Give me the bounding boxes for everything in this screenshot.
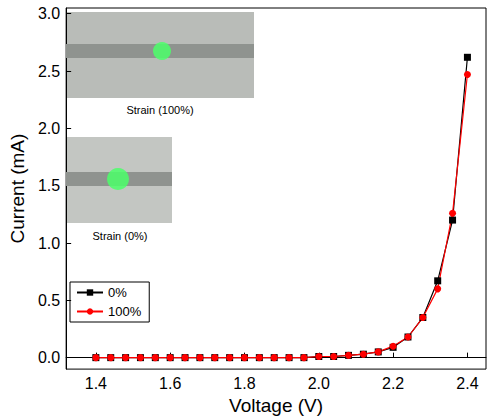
svg-text:1.8: 1.8 bbox=[233, 375, 255, 392]
svg-text:1.4: 1.4 bbox=[85, 375, 107, 392]
svg-text:0.5: 0.5 bbox=[38, 292, 60, 309]
svg-text:1.5: 1.5 bbox=[38, 177, 60, 194]
svg-text:1.6: 1.6 bbox=[159, 375, 181, 392]
svg-text:2.0: 2.0 bbox=[38, 120, 60, 137]
svg-text:Strain (100%): Strain (100%) bbox=[126, 104, 193, 116]
svg-text:Voltage (V): Voltage (V) bbox=[229, 395, 323, 416]
svg-text:0%: 0% bbox=[108, 285, 127, 300]
svg-text:3.0: 3.0 bbox=[38, 5, 60, 22]
svg-text:1.0: 1.0 bbox=[38, 235, 60, 252]
svg-text:Current (mA): Current (mA) bbox=[7, 134, 28, 244]
svg-text:2.0: 2.0 bbox=[308, 375, 330, 392]
svg-text:100%: 100% bbox=[108, 304, 142, 319]
svg-text:2.2: 2.2 bbox=[382, 375, 404, 392]
svg-text:2.4: 2.4 bbox=[456, 375, 478, 392]
svg-text:2.5: 2.5 bbox=[38, 63, 60, 80]
svg-text:Strain (0%): Strain (0%) bbox=[92, 230, 147, 242]
svg-text:0.0: 0.0 bbox=[38, 349, 60, 366]
